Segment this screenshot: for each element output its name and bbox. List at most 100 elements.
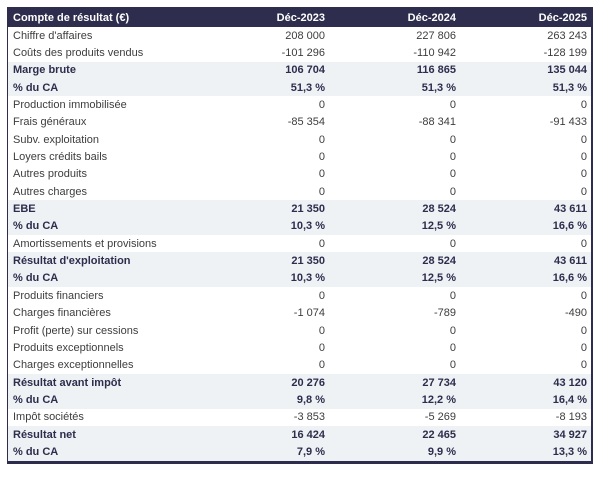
- income-statement-table: Compte de résultat (€) Déc-2023 Déc-2024…: [7, 7, 593, 464]
- row-value: -91 433: [549, 116, 587, 129]
- row-value: -8 193: [555, 411, 587, 424]
- row-label: Produits exceptionnels: [13, 341, 124, 354]
- row-value: 0: [449, 289, 456, 302]
- row-value: 0: [580, 133, 587, 146]
- row-value: 0: [318, 168, 325, 181]
- row-value: 10,3 %: [290, 272, 325, 285]
- row-label: Charges financières: [13, 307, 111, 320]
- row-value: 0: [580, 359, 587, 372]
- table-row: Résultat net 16 424 22 465 34 927: [8, 425, 591, 444]
- row-label: Profit (perte) sur cessions: [13, 324, 139, 337]
- row-value: 227 806: [416, 29, 456, 42]
- row-value: 43 120: [553, 376, 587, 389]
- row-value: 0: [318, 133, 325, 146]
- row-value: -1 074: [293, 307, 325, 320]
- row-value: 116 865: [416, 64, 456, 77]
- row-label: % du CA: [13, 81, 59, 94]
- row-value: 0: [449, 151, 456, 164]
- row-value: 16,4 %: [552, 393, 587, 406]
- row-value: -88 341: [418, 116, 456, 129]
- column-header-dec-2025: Déc-2025: [538, 11, 587, 24]
- row-label: Production immobilisée: [13, 99, 127, 112]
- table-row: Impôt sociétés -3 853 -5 269 -8 193: [8, 408, 591, 426]
- row-label: Résultat d'exploitation: [13, 255, 131, 268]
- row-value: 208 000: [285, 29, 325, 42]
- row-value: 0: [580, 185, 587, 198]
- row-label: % du CA: [13, 272, 59, 285]
- row-value: 0: [449, 185, 456, 198]
- table-row: Marge brute 106 704 116 865 135 044: [8, 61, 591, 80]
- row-value: 9,9 %: [427, 445, 456, 458]
- row-value: 43 611: [553, 203, 587, 216]
- table-row: Subv. exploitation 0 0 0: [8, 131, 591, 149]
- row-value: -110 942: [413, 47, 456, 60]
- row-label: EBE: [13, 203, 36, 216]
- row-value: 13,3 %: [552, 445, 587, 458]
- row-value: 0: [318, 237, 325, 250]
- row-value: -789: [433, 307, 456, 320]
- row-value: 16,6 %: [552, 272, 587, 285]
- row-label: Frais généraux: [13, 116, 87, 129]
- row-value: 0: [580, 99, 587, 112]
- row-value: 9,8 %: [296, 393, 325, 406]
- row-label: Chiffre d'affaires: [13, 29, 93, 42]
- row-value: 0: [318, 99, 325, 112]
- row-value: 27 734: [422, 376, 456, 389]
- row-value: 0: [449, 359, 456, 372]
- row-value: 10,3 %: [290, 220, 325, 233]
- row-value: 43 611: [553, 255, 587, 268]
- row-label: Autres produits: [13, 168, 87, 181]
- row-value: 0: [580, 324, 587, 337]
- table-row: % du CA 10,3 % 12,5 % 16,6 %: [8, 217, 591, 236]
- row-label: Résultat avant impôt: [13, 376, 122, 389]
- table-row: Produits financiers 0 0 0: [8, 287, 591, 305]
- row-value: 22 465: [422, 428, 456, 441]
- table-row: Produits exceptionnels 0 0 0: [8, 339, 591, 357]
- row-label: Marge brute: [13, 64, 76, 77]
- row-label: Autres charges: [13, 185, 87, 198]
- row-label: Amortissements et provisions: [13, 237, 157, 250]
- row-label: Charges exceptionnelles: [13, 359, 134, 372]
- table-header-row: Compte de résultat (€) Déc-2023 Déc-2024…: [8, 8, 591, 27]
- table-row: EBE 21 350 28 524 43 611: [8, 200, 591, 218]
- row-value: 0: [449, 99, 456, 112]
- row-value: 51,3 %: [290, 81, 325, 94]
- row-value: -128 199: [543, 47, 587, 60]
- row-value: 20 276: [291, 376, 325, 389]
- row-value: 7,9 %: [296, 445, 325, 458]
- table-row: Autres charges 0 0 0: [8, 183, 591, 201]
- row-value: 51,3 %: [552, 81, 587, 94]
- row-value: 0: [580, 168, 587, 181]
- table-row: % du CA 9,8 % 12,2 % 16,4 %: [8, 391, 591, 409]
- row-value: 28 524: [422, 203, 456, 216]
- row-label: Impôt sociétés: [13, 411, 84, 424]
- column-header-dec-2024: Déc-2024: [407, 11, 456, 24]
- table-row: Coûts des produits vendus -101 296 -110 94…: [8, 44, 591, 62]
- row-value: -101 296: [281, 47, 325, 60]
- row-value: 0: [449, 133, 456, 146]
- row-value: 0: [318, 289, 325, 302]
- row-value: 0: [580, 289, 587, 302]
- row-value: 0: [318, 324, 325, 337]
- table-row: % du CA 51,3 % 51,3 % 51,3 %: [8, 79, 591, 97]
- table-row: Charges financières -1 074 -789 -490: [8, 304, 591, 322]
- table-row: Résultat avant impôt 20 276 27 734 43 120: [8, 373, 591, 392]
- row-label: % du CA: [13, 220, 59, 233]
- row-value: -85 354: [287, 116, 325, 129]
- row-value: 16,6 %: [552, 220, 587, 233]
- row-value: 0: [580, 151, 587, 164]
- table-row: Résultat d'exploitation 21 350 28 524 43 61…: [8, 252, 591, 270]
- row-value: 0: [449, 237, 456, 250]
- row-value: -3 853: [293, 411, 325, 424]
- table-row: Loyers crédits bails 0 0 0: [8, 148, 591, 166]
- row-value: 0: [449, 168, 456, 181]
- row-value: 34 927: [553, 428, 587, 441]
- row-value: 135 044: [547, 64, 587, 77]
- row-value: 12,2 %: [421, 393, 456, 406]
- row-value: 263 243: [547, 29, 587, 42]
- table-row: Amortissements et provisions 0 0 0: [8, 235, 591, 253]
- row-label: % du CA: [13, 393, 59, 406]
- row-label: Coûts des produits vendus: [13, 47, 144, 60]
- table-body: Chiffre d'affaires 208 000 227 806 263 243 C…: [8, 27, 591, 461]
- row-value: -5 269: [424, 411, 456, 424]
